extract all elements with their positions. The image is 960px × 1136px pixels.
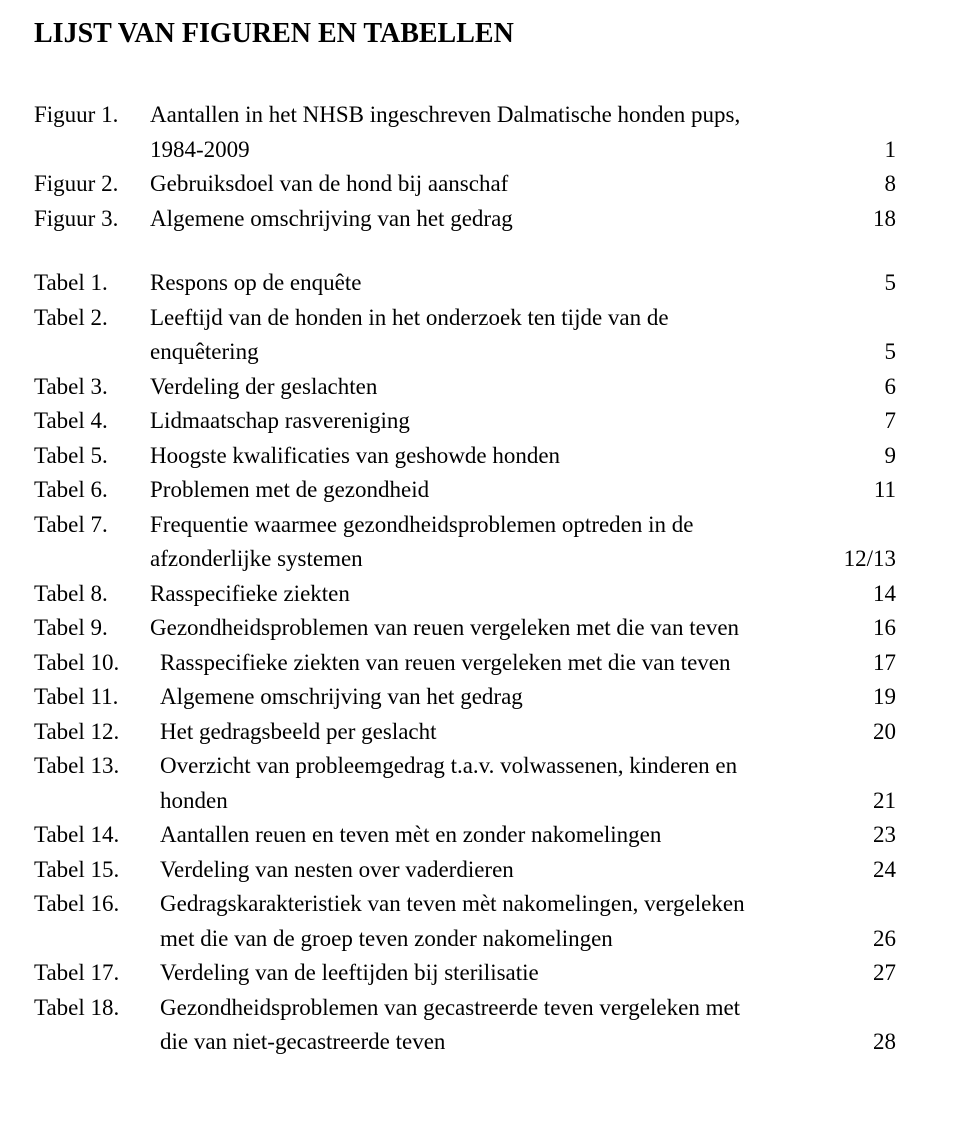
entry-text: Verdeling van de leeftijden bij sterilis… [160,956,816,991]
list-entry: Tabel 2. Leeftijd van de honden in het o… [34,301,896,370]
entry-label: Tabel 15. [34,853,160,888]
entry-label: Tabel 16. [34,887,160,922]
entry-label: Figuur 2. [34,167,150,202]
figures-section: Figuur 1. Aantallen in het NHSB ingeschr… [34,98,896,236]
list-entry: Tabel 13. Overzicht van probleemgedrag t… [34,749,896,818]
entry-label: Tabel 11. [34,680,160,715]
entry-text: 1984-2009 [150,133,816,168]
list-entry: Tabel 14. Aantallen reuen en teven mèt e… [34,818,896,853]
entry-body: Aantallen in het NHSB ingeschreven Dalma… [150,98,896,167]
entry-page: 26 [816,922,896,957]
entry-page: 12/13 [816,542,896,577]
entry-page: 23 [816,818,896,853]
entry-page: 1 [816,133,896,168]
entry-text: afzonderlijke systemen [150,542,816,577]
entry-page: 24 [816,853,896,888]
tables-section: Tabel 1. Respons op de enquête 5 Tabel 2… [34,266,896,1060]
entry-text: die van niet-gecastreerde teven [160,1025,816,1060]
list-entry: Tabel 18. Gezondheidsproblemen van gecas… [34,991,896,1060]
entry-body: Algemene omschrijving van het gedrag 18 [150,202,896,237]
list-entry: Tabel 11. Algemene omschrijving van het … [34,680,896,715]
page-title: LIJST VAN FIGUREN EN TABELLEN [34,18,896,50]
entry-page: 16 [816,611,896,646]
entry-label: Tabel 10. [34,646,160,681]
list-entry: Tabel 1. Respons op de enquête 5 [34,266,896,301]
list-entry: Tabel 4. Lidmaatschap rasvereniging 7 [34,404,896,439]
entry-text: Verdeling van nesten over vaderdieren [160,853,816,888]
entry-text: Gezondheidsproblemen van gecastreerde te… [160,991,816,1026]
entry-page: 7 [816,404,896,439]
list-entry: Tabel 12. Het gedragsbeeld per geslacht … [34,715,896,750]
entry-text: Lidmaatschap rasvereniging [150,404,816,439]
entry-label: Tabel 13. [34,749,160,784]
entry-text: enquêtering [150,335,816,370]
entry-text: Leeftijd van de honden in het onderzoek … [150,301,816,336]
list-entry: Figuur 2. Gebruiksdoel van de hond bij a… [34,167,896,202]
entry-text: honden [160,784,816,819]
list-entry: Tabel 16. Gedragskarakteristiek van teve… [34,887,896,956]
list-entry: Tabel 5. Hoogste kwalificaties van gesho… [34,439,896,474]
entry-text: Het gedragsbeeld per geslacht [160,715,816,750]
entry-page: 17 [816,646,896,681]
entry-label: Tabel 3. [34,370,150,405]
list-entry: Tabel 17. Verdeling van de leeftijden bi… [34,956,896,991]
entry-label: Figuur 1. [34,98,150,133]
entry-label: Tabel 1. [34,266,150,301]
entry-label: Tabel 4. [34,404,150,439]
entry-label: Tabel 6. [34,473,150,508]
entry-label: Tabel 5. [34,439,150,474]
entry-text: Algemene omschrijving van het gedrag [160,680,816,715]
list-entry: Tabel 10. Rasspecifieke ziekten van reue… [34,646,896,681]
entry-text: Frequentie waarmee gezondheidsproblemen … [150,508,816,543]
list-entry: Tabel 3. Verdeling der geslachten 6 [34,370,896,405]
entry-text: Overzicht van probleemgedrag t.a.v. volw… [160,749,816,784]
entry-page: 21 [816,784,896,819]
list-entry: Figuur 3. Algemene omschrijving van het … [34,202,896,237]
list-entry: Tabel 6. Problemen met de gezondheid 11 [34,473,896,508]
entry-text: Algemene omschrijving van het gedrag [150,202,816,237]
entry-page: 14 [816,577,896,612]
entry-page: 20 [816,715,896,750]
list-entry: Tabel 15. Verdeling van nesten over vade… [34,853,896,888]
entry-page: 28 [816,1025,896,1060]
entry-page: 8 [816,167,896,202]
entry-body: Gebruiksdoel van de hond bij aanschaf 8 [150,167,896,202]
entry-text: Hoogste kwalificaties van geshowde honde… [150,439,816,474]
entry-page: 27 [816,956,896,991]
entry-page: 19 [816,680,896,715]
list-entry: Tabel 7. Frequentie waarmee gezondheidsp… [34,508,896,577]
entry-page: 9 [816,439,896,474]
entry-text: Rasspecifieke ziekten van reuen vergelek… [160,646,816,681]
entry-label: Tabel 14. [34,818,160,853]
entry-text: met die van de groep teven zonder nakome… [160,922,816,957]
entry-label: Tabel 18. [34,991,160,1026]
entry-text: Gedragskarakteristiek van teven mèt nako… [160,887,816,922]
section-gap [34,236,896,266]
list-entry: Tabel 8. Rasspecifieke ziekten 14 [34,577,896,612]
list-entry: Tabel 9. Gezondheidsproblemen van reuen … [34,611,896,646]
entry-label: Tabel 12. [34,715,160,750]
entry-label: Tabel 8. [34,577,150,612]
entry-text: Aantallen reuen en teven mèt en zonder n… [160,818,816,853]
entry-page: 18 [816,202,896,237]
entry-page: 5 [816,266,896,301]
entry-label: Tabel 7. [34,508,150,543]
entry-label: Tabel 2. [34,301,150,336]
entry-text: Rasspecifieke ziekten [150,577,816,612]
entry-label: Tabel 17. [34,956,160,991]
entry-label: Figuur 3. [34,202,150,237]
entry-label: Tabel 9. [34,611,150,646]
document-page: LIJST VAN FIGUREN EN TABELLEN Figuur 1. … [0,0,960,1136]
entry-page: 11 [816,473,896,508]
entry-page: 5 [816,335,896,370]
entry-text: Problemen met de gezondheid [150,473,816,508]
entry-text: Aantallen in het NHSB ingeschreven Dalma… [150,98,816,133]
entry-text: Gebruiksdoel van de hond bij aanschaf [150,167,816,202]
entry-text: Verdeling der geslachten [150,370,816,405]
entry-text: Respons op de enquête [150,266,816,301]
list-entry: Figuur 1. Aantallen in het NHSB ingeschr… [34,98,896,167]
entry-page: 6 [816,370,896,405]
entry-text: Gezondheidsproblemen van reuen vergeleke… [150,611,816,646]
